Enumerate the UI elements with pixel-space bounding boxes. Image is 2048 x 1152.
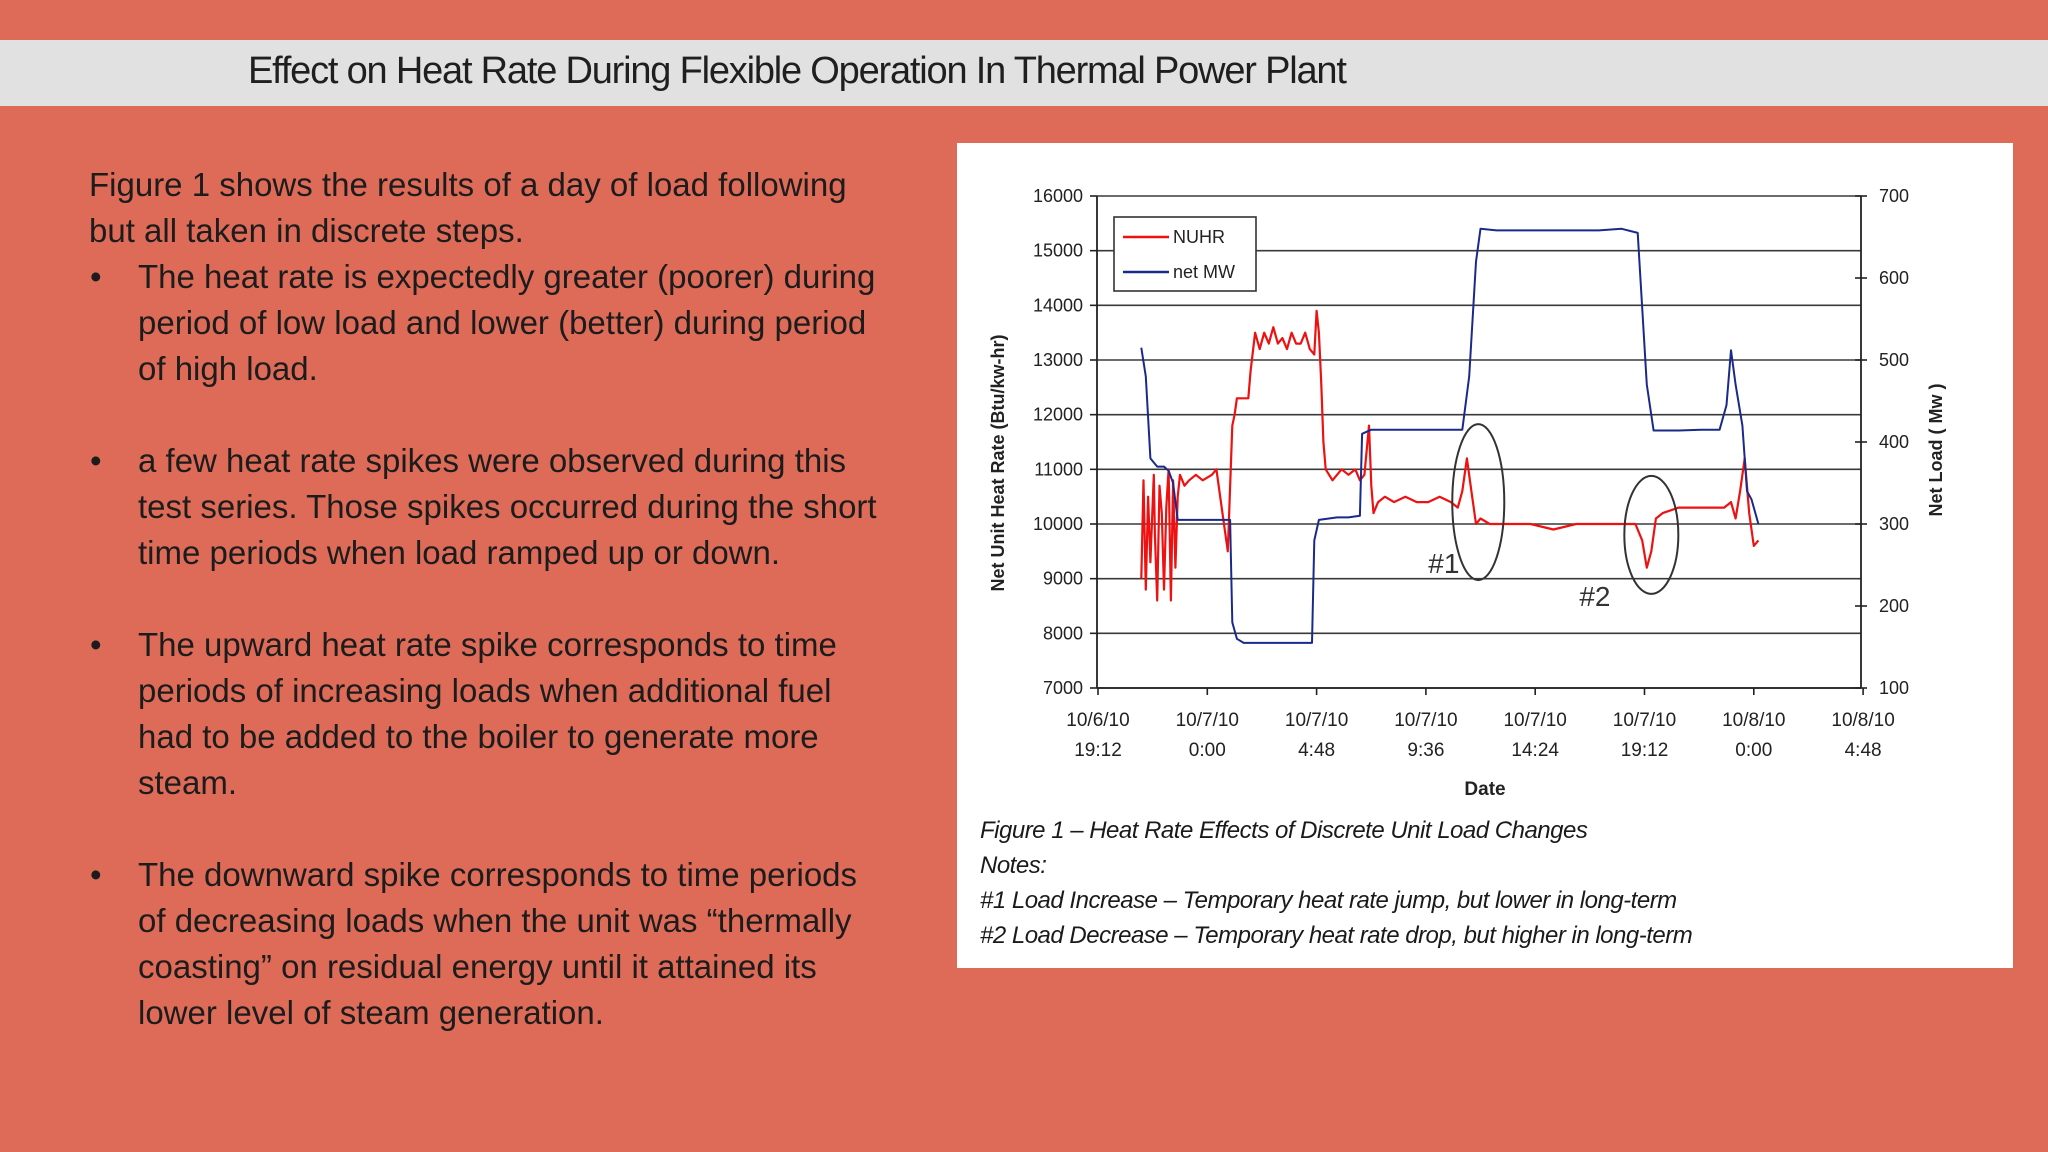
- series-line-nuhr: [1140, 309, 1760, 602]
- annotation-ellipse: [1623, 474, 1680, 595]
- x-tick-date-label: 10/7/10: [1176, 710, 1239, 731]
- x-tick-date-label: 10/8/10: [1722, 710, 1785, 731]
- y-left-tick-label: 8000: [1043, 623, 1083, 643]
- x-tick-time-label: 4:48: [1845, 740, 1882, 761]
- x-tick-time-label: 19:12: [1621, 740, 1669, 761]
- heat-rate-chart: 7000 8000 9000 10000 11000 12000 13000 14000 150…: [988, 186, 1946, 800]
- annotation-ellipse: [1451, 423, 1506, 582]
- x-tick-date-label: 10/7/10: [1285, 710, 1348, 731]
- figure-caption: Figure 1 – Heat Rate Effects of Discrete…: [980, 817, 1588, 844]
- legend-box: [1113, 216, 1257, 292]
- bullet-icon: •: [90, 442, 102, 479]
- slide-body: Figure 1 shows the results of a day of l…: [89, 162, 889, 1036]
- bullet-item: • The upward heat rate spike corresponds …: [89, 622, 889, 806]
- bullet-item: • a few heat rate spikes were observed d…: [89, 438, 889, 576]
- x-axis-label: Date: [1464, 779, 1505, 800]
- bullet-icon: •: [90, 258, 102, 295]
- x-tick-time-label: 14:24: [1511, 740, 1559, 761]
- y-right-tick-label: 100: [1879, 678, 1909, 698]
- y-right-tick-label: 300: [1879, 514, 1909, 534]
- figure-note-2: #2 Load Decrease – Temporary heat rate d…: [980, 922, 1693, 949]
- series-line-net-mw: [1140, 227, 1760, 644]
- y-right-axis-label: Net Load ( Mw ): [1926, 384, 1946, 517]
- y-right-tick-label: 700: [1879, 186, 1909, 206]
- y-right-tick-label: 600: [1879, 268, 1909, 288]
- y-left-tick-label: 11000: [1034, 459, 1083, 479]
- bullet-text: a few heat rate spikes were observed dur…: [138, 442, 877, 571]
- bullet-text: The downward spike corresponds to time p…: [138, 856, 858, 1031]
- y-left-tick-label: 10000: [1033, 514, 1083, 534]
- x-tick-date-label: 10/8/10: [1831, 710, 1894, 731]
- x-tick-date-label: 10/7/10: [1503, 710, 1566, 731]
- figure-panel: 7000 8000 9000 10000 11000 12000 13000 14000 150…: [957, 143, 2013, 968]
- bullet-list: • The heat rate is expectedly greater (po…: [89, 254, 889, 1036]
- y-left-tick-label: 9000: [1043, 569, 1083, 589]
- y-left-tick-label: 16000: [1033, 186, 1083, 206]
- legend-label: NUHR: [1173, 227, 1225, 247]
- y-left-tick-label: 7000: [1043, 678, 1083, 698]
- bullet-icon: •: [90, 626, 102, 663]
- x-tick-date-label: 10/7/10: [1394, 710, 1457, 731]
- x-tick-time-label: 19:12: [1074, 740, 1122, 761]
- bullet-item: • The downward spike corresponds to time …: [89, 852, 889, 1036]
- bullet-text: The heat rate is expectedly greater (poo…: [138, 258, 876, 387]
- y-left-tick-label: 15000: [1033, 241, 1083, 261]
- slide-title: Effect on Heat Rate During Flexible Oper…: [248, 50, 1347, 92]
- y-left-tick-label: 12000: [1033, 405, 1083, 425]
- bullet-text: The upward heat rate spike corresponds t…: [138, 626, 837, 801]
- annotation-label: #1: [1428, 548, 1459, 579]
- x-tick-time-label: 4:48: [1298, 740, 1335, 761]
- y-right-tick-label: 500: [1879, 350, 1909, 370]
- annotation-label: #2: [1579, 581, 1610, 612]
- figure-captions: Figure 1 – Heat Rate Effects of Discrete…: [980, 813, 1693, 953]
- bullet-item: • The heat rate is expectedly greater (po…: [89, 254, 889, 392]
- x-tick-date-label: 10/7/10: [1613, 710, 1676, 731]
- title-bar: Effect on Heat Rate During Flexible Oper…: [0, 40, 2048, 106]
- intro-paragraph: Figure 1 shows the results of a day of l…: [89, 166, 847, 249]
- legend-label: net MW: [1173, 262, 1235, 282]
- x-tick-date-label: 10/6/10: [1066, 710, 1129, 731]
- y-left-axis-label: Net Unit Heat Rate (Btu/kw-hr): [988, 334, 1008, 591]
- figure-notes-label: Notes:: [980, 852, 1047, 879]
- x-tick-time-label: 9:36: [1407, 740, 1444, 761]
- figure-note-1: #1 Load Increase – Temporary heat rate j…: [980, 887, 1677, 914]
- bullet-icon: •: [90, 856, 102, 893]
- y-left-tick-label: 13000: [1033, 350, 1083, 370]
- x-tick-time-label: 0:00: [1189, 740, 1226, 761]
- x-tick-time-label: 0:00: [1735, 740, 1772, 761]
- y-left-tick-label: 14000: [1033, 295, 1083, 315]
- y-right-tick-label: 200: [1879, 596, 1909, 616]
- y-right-tick-label: 400: [1879, 432, 1909, 452]
